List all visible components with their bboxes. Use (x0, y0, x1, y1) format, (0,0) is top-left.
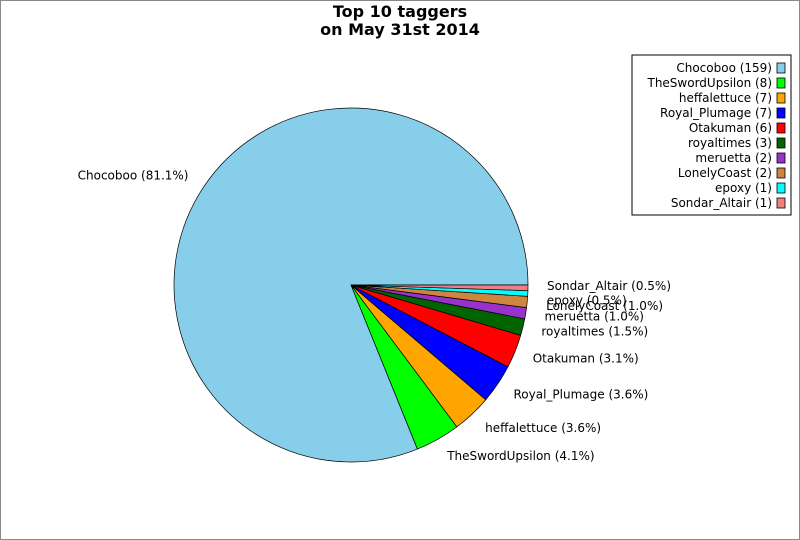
slice-label-epoxy: epoxy (0.5%) (547, 293, 627, 307)
slice-label-chocoboo: Chocoboo (81.1%) (78, 169, 189, 183)
legend-swatch-meruetta (776, 152, 786, 164)
slice-label-heffalettuce: heffalettuce (3.6%) (485, 421, 601, 435)
legend: Chocoboo (159)TheSwordUpsilon (8)heffale… (631, 54, 792, 216)
pie-labels: Chocoboo (81.1%) TheSwordUpsilon (4.1%) he… (78, 169, 671, 463)
legend-swatch-lonelycoast (776, 167, 786, 179)
legend-entry-royal-plumage: Royal_Plumage (7) (660, 106, 772, 120)
legend-swatch-otakuman (776, 122, 786, 134)
legend-entry-theswordupsilon: TheSwordUpsilon (8) (646, 76, 772, 90)
legend-entry-epoxy: epoxy (1) (715, 181, 772, 195)
legend-swatch-epoxy (776, 182, 786, 194)
legend-entry-otakuman: Otakuman (6) (689, 121, 772, 135)
legend-swatch-royal-plumage (776, 107, 786, 119)
chart-title: Top 10 taggers on May 31st 2014 (0, 3, 800, 39)
legend-box (631, 54, 792, 216)
pie-slice-chocoboo (173, 107, 529, 463)
pie-slice-sondar-altair (350, 284, 529, 292)
legend-entry-sondar-altair: Sondar_Altair (1) (671, 196, 772, 210)
pie-slices (173, 107, 529, 463)
legend-entry-royaltimes: royaltimes (3) (688, 136, 772, 150)
slice-label-sondar-altair: Sondar_Altair (0.5%) (547, 279, 671, 293)
slice-label-royal-plumage: Royal_Plumage (3.6%) (514, 388, 649, 402)
legend-swatch-chocoboo (776, 62, 786, 74)
legend-swatch-royaltimes (776, 137, 786, 149)
slice-label-theswordupsilon: TheSwordUpsilon (4.1%) (446, 449, 594, 463)
legend-swatch-heffalettuce (776, 92, 786, 104)
chart-title-line-1: Top 10 taggers (332, 2, 468, 21)
slice-label-lonelycoast: LonelyCoast (1.0%) (546, 299, 663, 313)
slice-label-otakuman: Otakuman (3.1%) (533, 352, 639, 366)
legend-swatch-theswordupsilon (776, 77, 786, 89)
legend-entry-lonelycoast: LonelyCoast (2) (678, 166, 772, 180)
slice-label-royaltimes: royaltimes (1.5%) (541, 325, 648, 339)
legend-entry-heffalettuce: heffalettuce (7) (679, 91, 772, 105)
legend-entry-meruetta: meruetta (2) (695, 151, 772, 165)
chart-title-line-2: on May 31st 2014 (320, 20, 480, 39)
slice-label-meruetta: meruetta (1.0%) (545, 309, 644, 323)
legend-entry-chocoboo: Chocoboo (159) (676, 61, 772, 75)
legend-swatch-sondar-altair (776, 197, 786, 209)
